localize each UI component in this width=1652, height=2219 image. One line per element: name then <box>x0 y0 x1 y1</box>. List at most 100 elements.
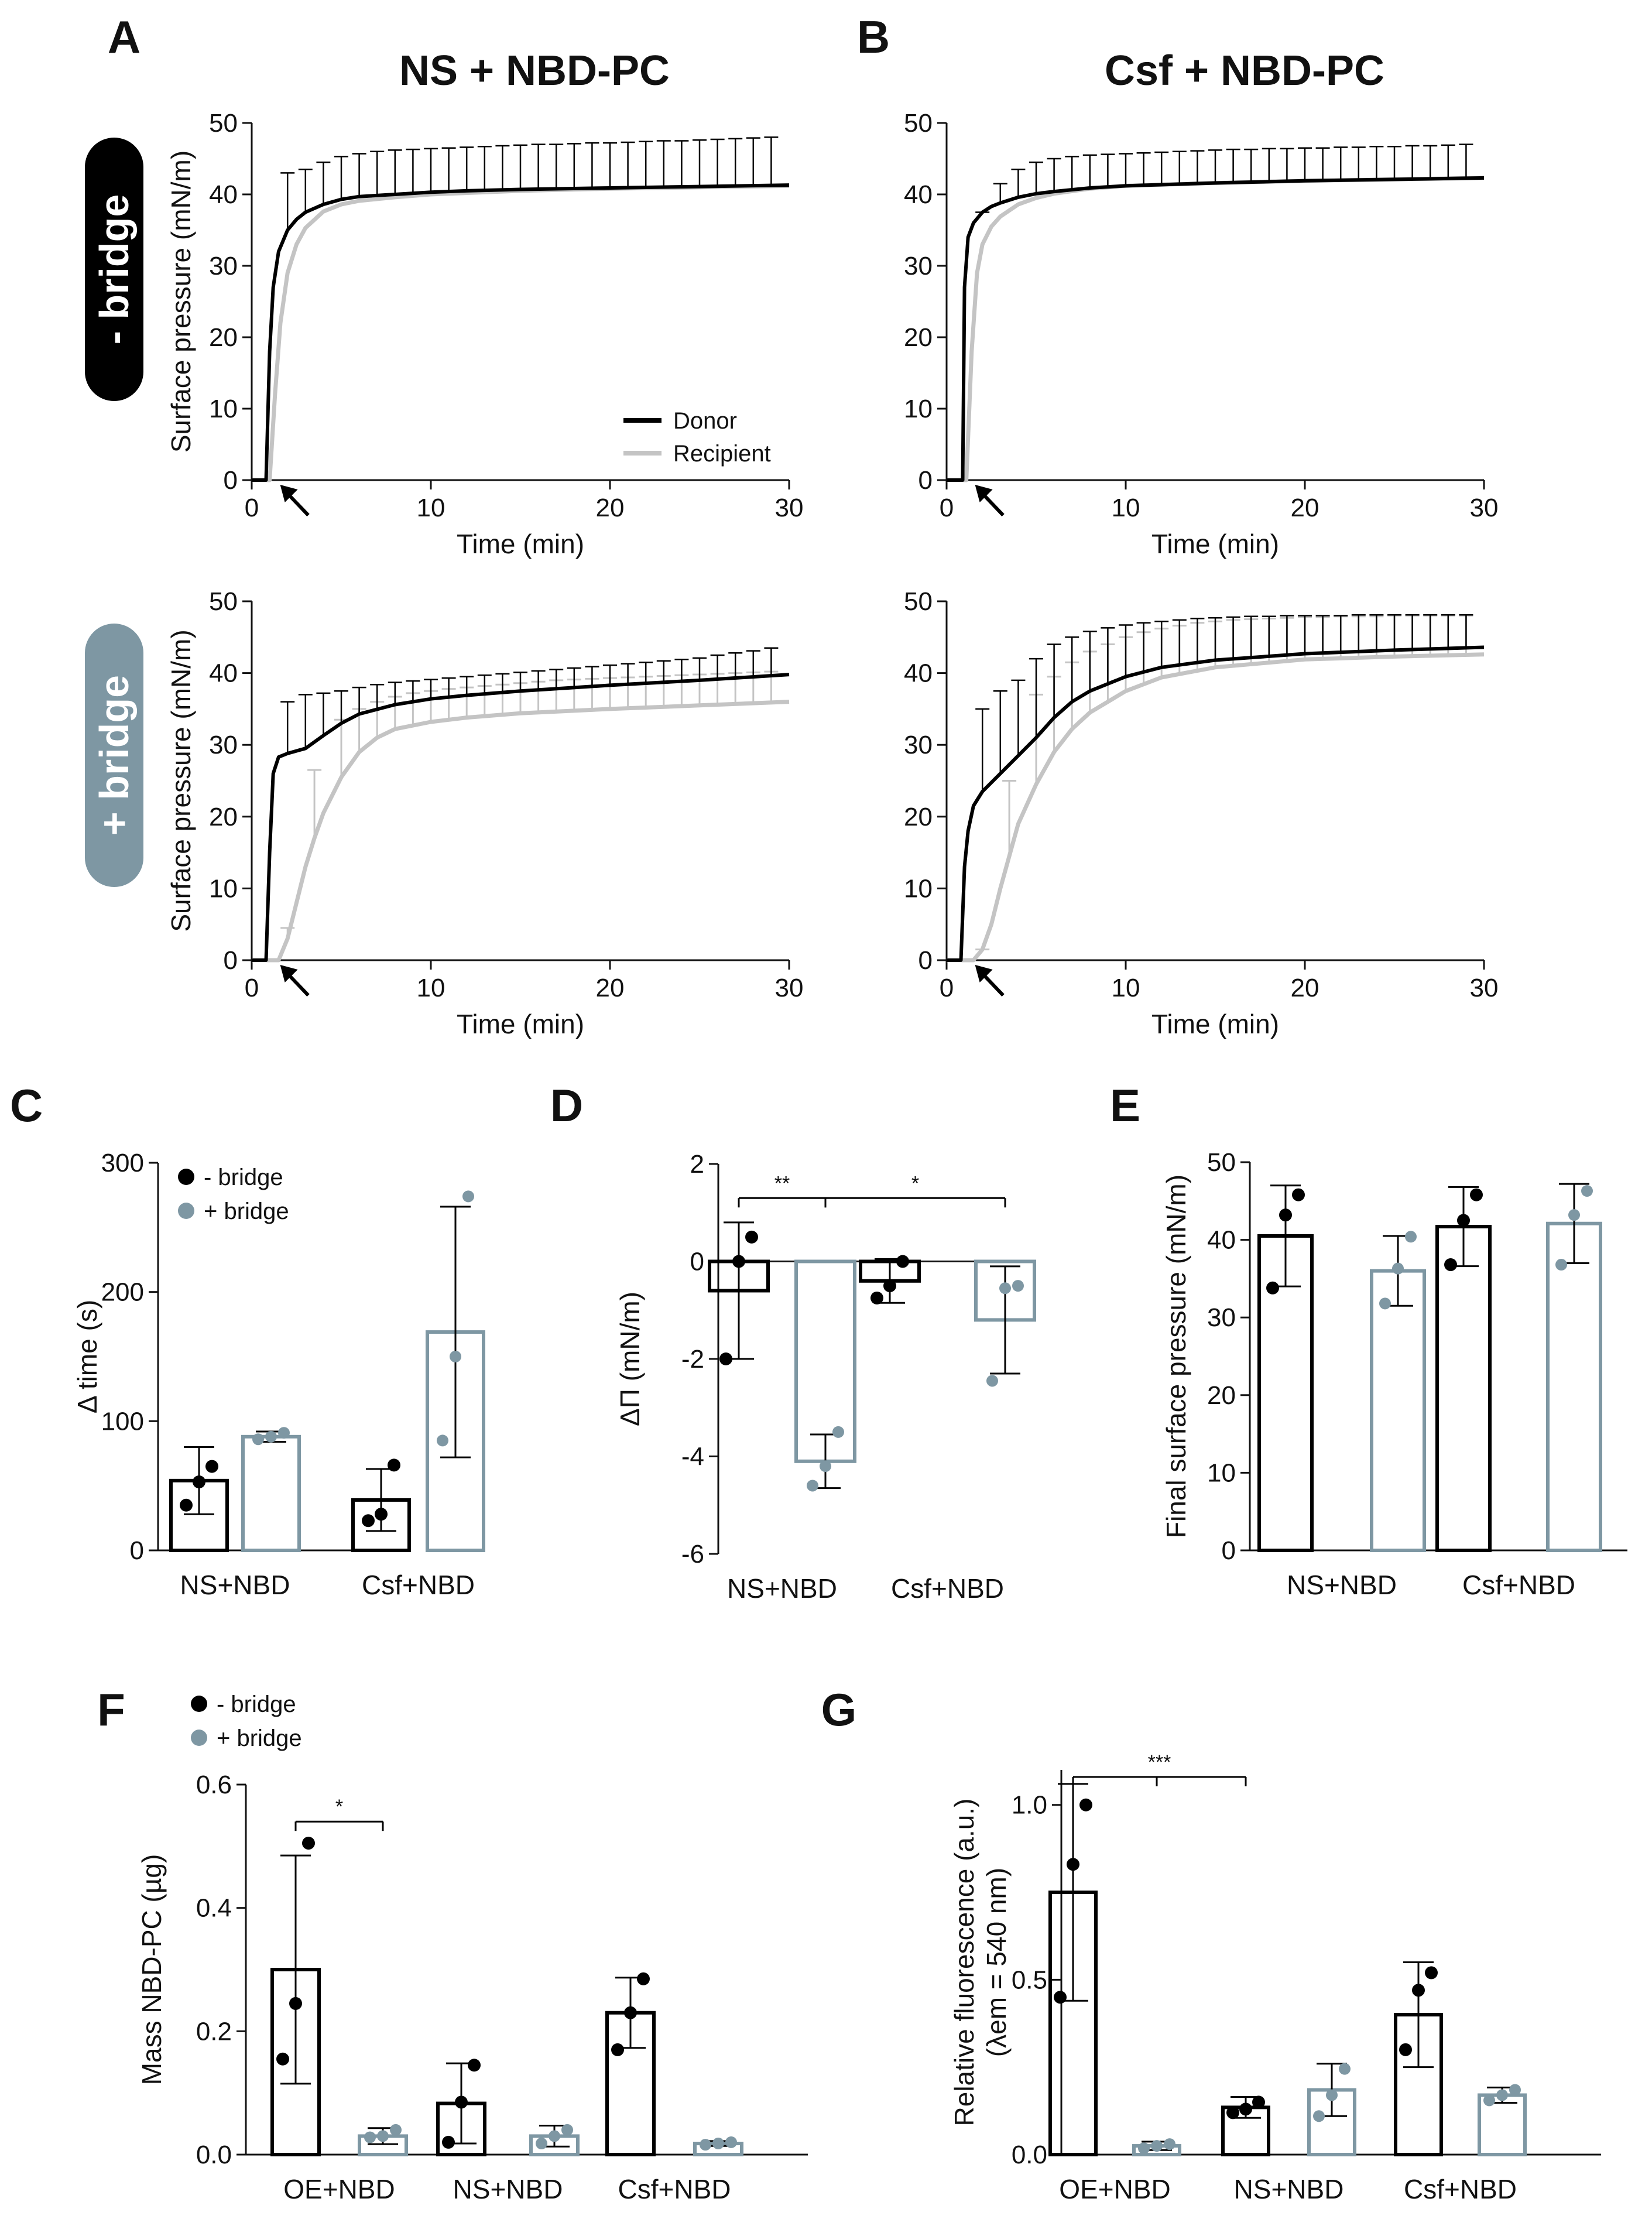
panel-letter-b: B <box>857 11 890 63</box>
y-tick-label: 30 <box>904 731 933 759</box>
start-arrow-head <box>280 485 298 502</box>
data-point <box>883 1279 896 1293</box>
data-point <box>276 2052 289 2066</box>
y-tick-label: 30 <box>904 252 933 280</box>
y-tick-label: 0.2 <box>196 2017 232 2046</box>
row-pill-plus-bridge: + bridge <box>85 624 143 887</box>
x-axis-label: Time (min) <box>457 529 584 559</box>
data-point <box>364 2131 376 2143</box>
significance-label: ** <box>774 1172 790 1194</box>
y-tick-label: 0.4 <box>196 1894 232 1923</box>
data-point <box>1399 2043 1412 2056</box>
y-tick-label: 40 <box>904 659 933 688</box>
y-tick-label: 50 <box>904 587 933 616</box>
significance-label: * <box>335 1796 343 1818</box>
data-point <box>807 1480 818 1492</box>
data-point <box>1412 1984 1425 1997</box>
data-point <box>820 1460 831 1473</box>
x-tick-label: 10 <box>1112 974 1140 1002</box>
data-point <box>1581 1185 1593 1197</box>
legend-marker <box>191 1730 207 1746</box>
column-title-ns: NS + NBD-PC <box>399 47 670 94</box>
data-point <box>377 2130 389 2142</box>
data-point <box>1444 1258 1457 1272</box>
y-tick-label: 300 <box>101 1149 144 1177</box>
data-point <box>832 1426 844 1438</box>
data-point <box>437 1434 448 1447</box>
data-point <box>536 2138 547 2150</box>
y-tick-label: 20 <box>904 803 933 831</box>
data-point <box>561 2124 573 2136</box>
chart-a-bottom: 0 10 20 30 40 50 0 10 20 30 Time (min) Surface pres… <box>166 587 803 1039</box>
legend-marker <box>191 1696 207 1712</box>
panel-letter-e: E <box>1110 1080 1140 1131</box>
y-tick-label: 20 <box>904 323 933 352</box>
y-tick-label: 100 <box>101 1407 144 1436</box>
data-point <box>549 2130 560 2142</box>
column-title-csf: Csf + NBD-PC <box>1105 47 1384 94</box>
panel-letter-a: A <box>108 11 140 63</box>
data-point <box>1425 1966 1438 1980</box>
significance-label: * <box>911 1172 919 1194</box>
category-label: Csf+NBD <box>891 1573 1004 1604</box>
data-point <box>745 1230 758 1244</box>
data-point <box>999 1282 1011 1295</box>
series-line-donor <box>947 176 1485 482</box>
data-point <box>637 1972 650 1985</box>
y-tick-label: 30 <box>209 731 238 759</box>
x-tick-label: 30 <box>1470 974 1499 1002</box>
data-point <box>725 2136 737 2148</box>
y-tick-label: 200 <box>101 1278 144 1307</box>
x-tick-label: 30 <box>775 494 804 522</box>
y-tick-label: 0 <box>1222 1536 1236 1565</box>
data-point <box>1252 2095 1265 2109</box>
y-tick-label: 50 <box>209 109 238 138</box>
data-point <box>1496 2089 1508 2101</box>
y-axis-label: Relative fluorescence (a.u.) <box>949 1799 979 2126</box>
x-tick-label: 0 <box>245 494 259 522</box>
y-axis-label: Δ time (s) <box>72 1300 102 1413</box>
legend-label: + bridge <box>204 1198 289 1224</box>
data-point <box>1164 2138 1175 2150</box>
data-point <box>390 2124 402 2136</box>
category-label: NS+NBD <box>1234 2174 1344 2204</box>
data-point <box>388 1458 400 1472</box>
data-point <box>1457 1214 1470 1227</box>
significance-label: *** <box>1148 1751 1171 1773</box>
data-point <box>289 1997 302 2010</box>
x-tick-label: 20 <box>596 494 625 522</box>
y-tick-label: 0 <box>224 466 238 495</box>
y-tick-label: 40 <box>904 180 933 209</box>
data-point <box>450 1351 461 1362</box>
category-label: Csf+NBD <box>1404 2174 1517 2204</box>
legend-marker <box>178 1203 194 1219</box>
chart-b-bottom: 0 10 20 30 40 50 0 10 20 30 Time (min) <box>904 587 1498 1039</box>
y-tick-label: -6 <box>681 1540 704 1569</box>
row-pill-plus-bridge-bg <box>85 624 143 887</box>
data-point <box>252 1433 264 1446</box>
data-point <box>1339 2063 1351 2075</box>
y-tick-label: 40 <box>209 180 238 209</box>
data-point <box>1067 1858 1079 1871</box>
data-point <box>1054 1991 1067 2004</box>
start-arrow-head <box>280 965 298 982</box>
category-label: NS+NBD <box>180 1570 290 1600</box>
data-point <box>1509 2084 1521 2096</box>
category-label: NS+NBD <box>727 1573 837 1604</box>
row-pill-minus-bridge-bg <box>85 138 143 401</box>
data-point <box>896 1255 909 1268</box>
chart-e: 0 10 20 30 40 50 NS+NBD Csf+NBD Final surface pr… <box>1161 1148 1627 1600</box>
data-point <box>1555 1259 1567 1271</box>
data-point <box>468 2059 481 2072</box>
data-point <box>1470 1188 1483 1201</box>
data-point <box>732 1255 745 1268</box>
legend-label: Donor <box>673 408 737 434</box>
x-tick-label: 10 <box>417 974 445 1002</box>
chart-b-top: 0 10 20 30 40 50 0 10 20 30 Time (min) <box>904 109 1498 559</box>
y-axis-label: ΔΠ (mN/m) <box>615 1292 645 1426</box>
y-tick-label: 50 <box>1207 1148 1236 1177</box>
x-tick-label: 20 <box>596 974 625 1002</box>
y-tick-label: 40 <box>209 659 238 688</box>
x-tick-label: 30 <box>1470 494 1499 522</box>
